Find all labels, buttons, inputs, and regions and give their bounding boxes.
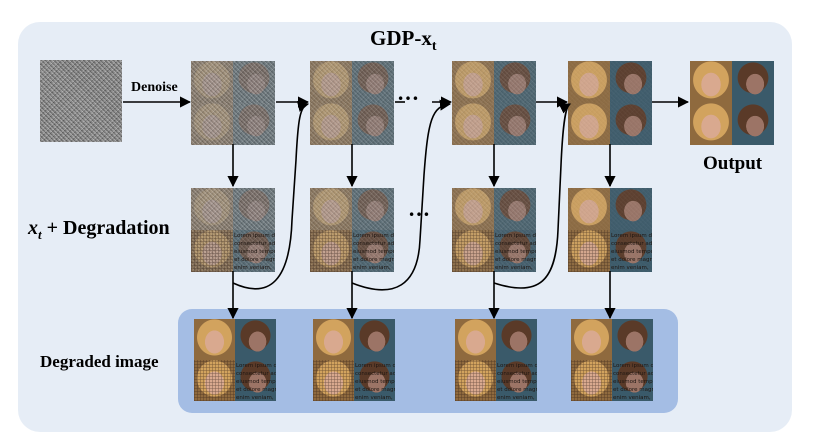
woman-image [452,61,494,103]
woman-image [571,319,612,360]
degraded-image-tile-1: Lorem ipsum d consectetur ad eiusmod tem… [194,319,276,401]
woman-masked-image [194,360,235,401]
noise-input-image [40,60,122,142]
girl-image [610,61,652,103]
title-subscript: t [431,39,437,55]
girl-text-overlay-image: Lorem ipsum d consectetur ad eiusmod tem… [610,230,652,272]
degraded-estimate-tile-step-2: Lorem ipsum d consectetur ad eiusmod tem… [310,188,394,272]
girl-text-overlay-image: Lorem ipsum d consectetur ad eiusmod tem… [233,230,275,272]
xt-degradation-label: xt + Degradation [28,217,170,243]
girl-image [494,61,536,103]
degraded-image-tile-3: Lorem ipsum d consectetur ad eiusmod tem… [455,319,537,401]
woman-image [455,319,496,360]
degraded-estimate-tile-step-3: Lorem ipsum d consectetur ad eiusmod tem… [452,188,536,272]
woman-masked-image [571,360,612,401]
girl-text-overlay-image: Lorem ipsum d consectetur ad eiusmod tem… [235,360,276,401]
girl-image [610,188,652,230]
degraded-image-tile-2: Lorem ipsum d consectetur ad eiusmod tem… [313,319,395,401]
xt-symbol-base: x [28,217,38,239]
girl-image [233,61,275,103]
woman-image-2 [191,103,233,145]
degraded-estimate-tile-step-4: Lorem ipsum d consectetur ad eiusmod tem… [568,188,652,272]
woman-masked-image [568,230,610,272]
woman-image [313,319,354,360]
girl-text-overlay-image: Lorem ipsum d consectetur ad eiusmod tem… [496,360,537,401]
denoised-tile-step-2 [310,61,394,145]
degraded-estimate-tile-step-1: Lorem ipsum d consectetur ad eiusmod tem… [191,188,275,272]
woman-image-2 [452,103,494,145]
girl-text-overlay-image: Lorem ipsum d consectetur ad eiusmod tem… [494,230,536,272]
denoise-label: Denoise [131,80,178,95]
girl-image [233,188,275,230]
woman-image-2 [568,103,610,145]
woman-image [310,61,352,103]
degraded-image-tile-4: Lorem ipsum d consectetur ad eiusmod tem… [571,319,653,401]
girl-image [352,61,394,103]
denoised-tile-step-4 [568,61,652,145]
top-row-ellipsis: … [397,80,420,105]
xt-symbol-subscript: t [38,227,42,242]
title-main: GDP-x [370,26,432,50]
denoised-tile-step-3 [452,61,536,145]
woman-image [452,188,494,230]
degraded-image-label: Degraded image [40,352,159,371]
woman-image [191,188,233,230]
girl-image [235,319,276,360]
girl-image-2 [732,103,774,145]
girl-image [352,188,394,230]
woman-masked-image [452,230,494,272]
girl-image [496,319,537,360]
woman-masked-image [455,360,496,401]
girl-image-2 [494,103,536,145]
woman-image [690,61,732,103]
girl-image [732,61,774,103]
girl-text-overlay-image: Lorem ipsum d consectetur ad eiusmod tem… [354,360,395,401]
xt-symbol: xt [28,217,42,242]
woman-masked-image [310,230,352,272]
girl-image [354,319,395,360]
output-label: Output [703,153,763,174]
woman-image-2 [690,103,732,145]
girl-image-2 [610,103,652,145]
woman-masked-image [313,360,354,401]
girl-image-2 [233,103,275,145]
woman-image [310,188,352,230]
denoised-tile-step-1 [191,61,275,145]
diagram-title: GDP-xt [370,26,437,55]
woman-image [191,61,233,103]
girl-text-overlay-image: Lorem ipsum d consectetur ad eiusmod tem… [352,230,394,272]
xt-degradation-text: + Degradation [41,217,170,239]
woman-image [568,61,610,103]
woman-image-2 [310,103,352,145]
middle-row-ellipsis: … [408,196,431,221]
girl-image [612,319,653,360]
girl-text-overlay-image: Lorem ipsum d consectetur ad eiusmod tem… [612,360,653,401]
girl-image [494,188,536,230]
girl-image-2 [352,103,394,145]
woman-image [194,319,235,360]
output-tile [690,61,774,145]
woman-masked-image [191,230,233,272]
woman-image [568,188,610,230]
